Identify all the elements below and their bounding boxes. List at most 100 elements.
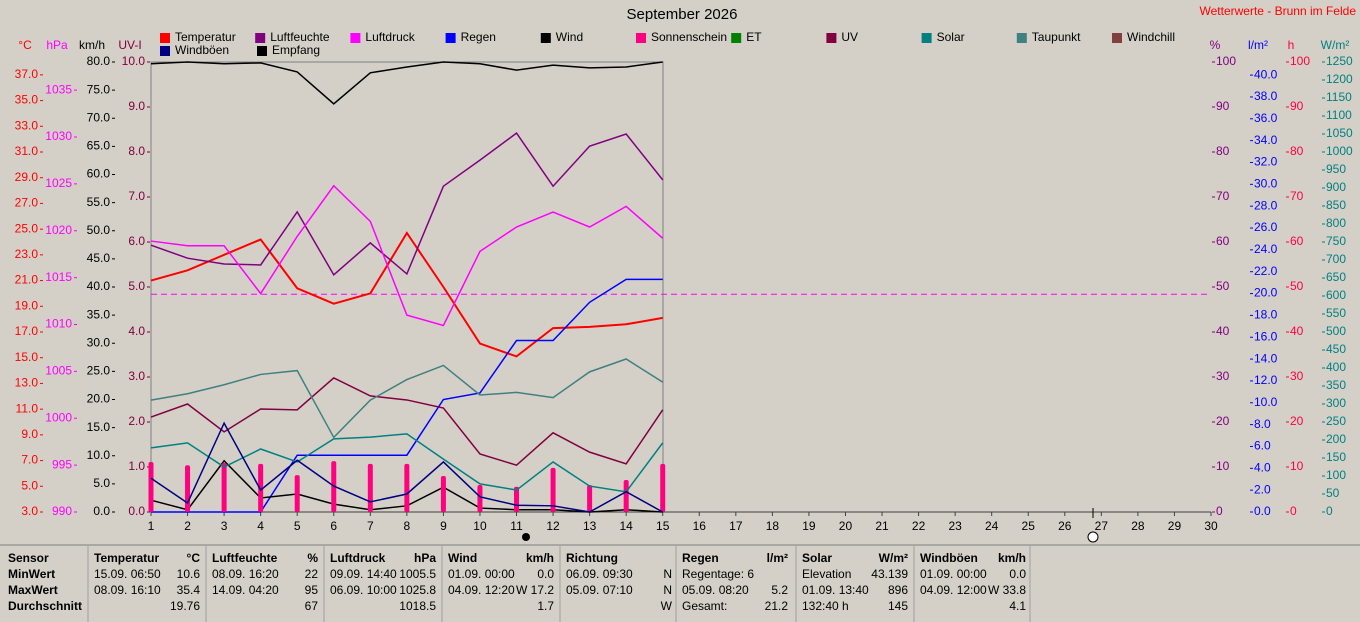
axis-title: hPa (46, 38, 68, 52)
x-tick-label: 9 (440, 519, 447, 533)
y-tick-label: 0 (1290, 504, 1297, 518)
x-tick-label: 14 (619, 519, 633, 533)
y-tick-label: 1.0 (128, 459, 145, 473)
cell-right: 4.1 (1009, 599, 1026, 613)
x-tick-label: 23 (948, 519, 962, 533)
y-tick-label: 16.0 (1254, 329, 1278, 343)
y-tick-label: 70 (1216, 189, 1230, 203)
y-tick-label: 650 (1326, 270, 1346, 284)
y-tick-label: 17.0 (15, 324, 39, 338)
y-tick-label: 850 (1326, 198, 1346, 212)
cell-right: N (663, 567, 672, 581)
x-tick-label: 18 (766, 519, 780, 533)
y-tick-label: 150 (1326, 450, 1346, 464)
y-tick-label: 1150 (1326, 90, 1352, 104)
cell-left: 05.09. 07:10 (566, 583, 633, 597)
series-line (150, 358, 664, 439)
bar (550, 467, 556, 512)
y-tick-label: 80 (1216, 144, 1230, 158)
cell-right: 95 (305, 583, 319, 597)
series-line (150, 184, 664, 327)
cell-right: 10.6 (177, 567, 201, 581)
cell-right: 145 (888, 599, 908, 613)
cell-left: 06.09. 09:30 (566, 567, 633, 581)
y-tick-label: 60 (1216, 234, 1230, 248)
y-tick-label: 10.0 (1254, 395, 1278, 409)
cell-left: 08.09. 16:20 (212, 567, 279, 581)
y-tick-label: 1030 (45, 129, 72, 143)
y-tick-label: 100 (1326, 468, 1346, 482)
y-tick-label: 20.0 (1254, 286, 1278, 300)
group-title: Regen (682, 551, 719, 565)
cell-left: 14.09. 04:20 (212, 583, 279, 597)
y-tick-label: 60.0 (87, 167, 111, 181)
y-tick-label: 2.0 (1254, 482, 1271, 496)
y-tick-label: 6.0 (128, 234, 145, 248)
axis-title: % (1210, 38, 1221, 52)
cell-right: 22 (305, 567, 319, 581)
x-tick-label: 4 (257, 519, 264, 533)
x-tick-label: 13 (583, 519, 597, 533)
y-tick-label: 0.0 (128, 504, 145, 518)
y-tick-label: 10.0 (87, 448, 111, 462)
y-tick-label: 19.0 (15, 298, 39, 312)
cell-right: 0.0 (1009, 567, 1026, 581)
cell-left: 01.09. 00:00 (920, 567, 987, 581)
x-tick-label: 25 (1022, 519, 1036, 533)
x-tick-label: 30 (1204, 519, 1218, 533)
row-label: MaxWert (8, 583, 58, 597)
y-tick-label: 8.0 (128, 144, 145, 158)
x-tick-label: 21 (875, 519, 889, 533)
y-tick-label: 40 (1216, 324, 1230, 338)
group-unit: l/m² (767, 551, 788, 565)
legend-label: Sonnenschein (651, 30, 727, 44)
y-tick-label: 15.0 (15, 350, 39, 364)
x-tick-label: 16 (693, 519, 707, 533)
y-tick-label: 5.0 (21, 478, 38, 492)
cell-right: N (663, 583, 672, 597)
y-tick-label: 80.0 (87, 54, 111, 68)
y-tick-label: 900 (1326, 180, 1346, 194)
y-tick-label: 80 (1290, 144, 1304, 158)
y-tick-label: 1050 (1326, 126, 1353, 140)
y-tick-label: 40 (1290, 324, 1304, 338)
cell-right: 1.7 (537, 599, 554, 613)
series-line (150, 61, 663, 105)
y-tick-label: 100 (1216, 54, 1236, 68)
axis-title: km/h (79, 38, 105, 52)
legend-swatch (826, 33, 837, 43)
y-tick-label: 600 (1326, 288, 1346, 302)
y-tick-label: 15.0 (87, 420, 111, 434)
cell-right: 21.2 (765, 599, 789, 613)
y-tick-label: 800 (1326, 216, 1346, 230)
y-tick-label: 0.0 (93, 504, 110, 518)
x-tick-label: 6 (330, 519, 337, 533)
y-tick-label: 400 (1326, 360, 1346, 374)
legend-swatch (731, 33, 742, 43)
cell-left: Elevation (802, 567, 851, 581)
x-tick-label: 7 (367, 519, 374, 533)
group-title: Luftfeuchte (212, 551, 278, 565)
cell-right: 1025.8 (399, 583, 436, 597)
legend-label: Temperatur (175, 30, 236, 44)
x-tick-label: 5 (294, 519, 301, 533)
cell-left: 15.09. 06:50 (94, 567, 161, 581)
y-tick-label: 1020 (45, 223, 72, 237)
series-line (151, 278, 663, 513)
y-tick-label: 9.0 (21, 427, 38, 441)
y-tick-label: 1010 (45, 317, 72, 331)
legend-swatch (160, 33, 170, 43)
y-tick-label: 20 (1216, 414, 1230, 428)
y-tick-label: 11.0 (16, 401, 39, 415)
x-tick-label: 22 (912, 519, 926, 533)
legend-swatch (445, 33, 456, 43)
row-label: Sensor (8, 551, 49, 565)
y-tick-label: 18.0 (1254, 308, 1278, 322)
y-tick-label: 25.0 (15, 221, 39, 235)
cell-left: 04.09. 12:20 (448, 583, 515, 597)
y-tick-label: 0 (1216, 504, 1223, 518)
cell-left: 04.09. 12:00 (920, 583, 987, 597)
legend-swatch (160, 46, 170, 56)
y-tick-label: 40.0 (87, 279, 111, 293)
